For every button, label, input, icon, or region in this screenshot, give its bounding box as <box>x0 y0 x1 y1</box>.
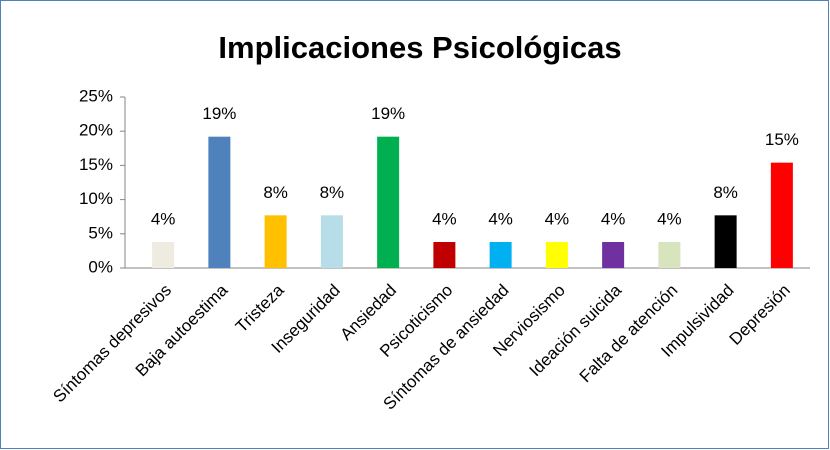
data-label: 4% <box>601 209 626 228</box>
data-label: 8% <box>320 183 345 202</box>
data-label: 4% <box>657 209 682 228</box>
chart-title: Implicaciones Psicológicas <box>218 30 621 65</box>
data-label: 19% <box>371 104 405 123</box>
data-label: 19% <box>202 104 236 123</box>
bar <box>264 215 287 268</box>
y-tick-label: 15% <box>79 155 113 174</box>
bar <box>320 215 343 268</box>
bar <box>489 242 512 268</box>
bar <box>208 136 231 268</box>
y-tick-label: 25% <box>79 86 113 105</box>
data-label: 15% <box>765 130 799 149</box>
data-label: 8% <box>263 183 288 202</box>
y-tick-label: 10% <box>79 189 113 208</box>
bar <box>602 242 625 268</box>
bar <box>152 242 175 268</box>
bar <box>377 136 400 268</box>
y-tick-label: 5% <box>88 223 113 242</box>
bar <box>433 242 456 268</box>
data-label: 4% <box>488 209 513 228</box>
bar <box>714 215 737 268</box>
y-tick-label: 0% <box>88 257 113 276</box>
bar <box>770 162 793 268</box>
data-label: 8% <box>713 183 738 202</box>
data-label: 4% <box>545 209 570 228</box>
bar <box>545 242 568 268</box>
y-tick-label: 20% <box>79 121 113 140</box>
data-label: 4% <box>432 209 457 228</box>
data-label: 4% <box>151 209 176 228</box>
bar <box>658 242 681 268</box>
